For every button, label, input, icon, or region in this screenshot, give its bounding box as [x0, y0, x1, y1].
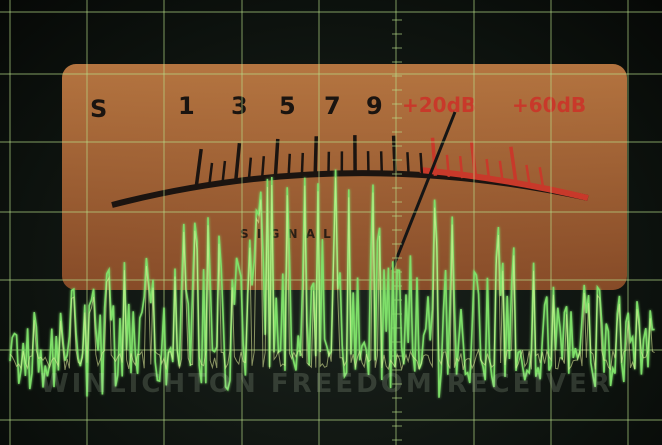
meter-panel — [62, 64, 627, 290]
meter-tick — [273, 138, 280, 178]
scale-number-9: 9 — [366, 92, 383, 120]
meter-tick — [430, 137, 438, 176]
meter-tick — [538, 167, 545, 190]
meter-arc-over — [419, 167, 589, 201]
meter-tick — [406, 152, 410, 175]
meter-tick — [419, 152, 424, 175]
signal-trace-highlight — [9, 177, 655, 371]
meter-tick — [509, 146, 519, 186]
meter-tick — [247, 157, 253, 180]
meter-tick — [260, 156, 266, 179]
scale-label-plus20: +20dB — [402, 93, 476, 117]
meter-tick — [525, 164, 532, 188]
meter-tick — [287, 153, 292, 176]
watermark-text: WINLICHTON FREEDOM RECEIVER — [40, 369, 613, 399]
meter-needle — [390, 111, 457, 271]
scale-number-1: 1 — [178, 92, 195, 120]
meter-tick — [445, 154, 451, 177]
meter-tick — [208, 162, 214, 186]
scale-number-5: 5 — [279, 92, 296, 120]
scale-number-labels: 1 3 5 7 9 — [178, 92, 383, 120]
scale-label-s: S — [90, 95, 107, 123]
scale-number-7: 7 — [324, 92, 341, 120]
meter-tick — [233, 143, 242, 182]
meter-tick — [379, 151, 384, 174]
scale-label-plus60: +60dB — [512, 93, 586, 117]
meter-tick — [391, 135, 397, 174]
meter-tick — [458, 155, 464, 179]
meter-tick — [498, 160, 505, 184]
meter-tick — [485, 158, 491, 182]
meter-tick — [221, 160, 227, 184]
meter-tick — [194, 148, 203, 188]
meter-tick — [300, 152, 305, 176]
scale-number-3: 3 — [231, 92, 248, 120]
